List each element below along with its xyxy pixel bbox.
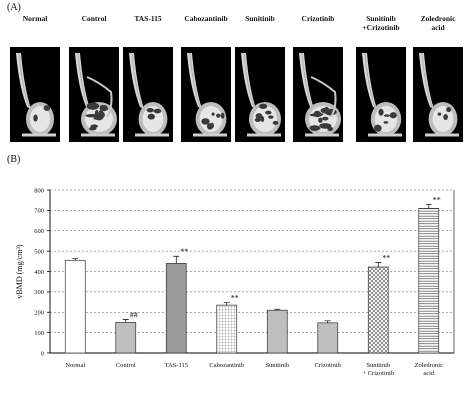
x-tick-label: Cabozantinib	[209, 362, 244, 369]
scan-label-line	[134, 23, 161, 32]
bar-control	[115, 322, 137, 354]
x-tick-label: Zoledronic	[414, 362, 443, 369]
scan-label-line	[23, 23, 48, 32]
x-tick-label: acid	[423, 370, 435, 377]
scan-label-6: Sunitinib +Crizotinib	[362, 14, 399, 32]
scan-label-line	[302, 23, 335, 32]
y-tick-label: 700	[34, 208, 44, 215]
bone-ct-scan-icon	[69, 47, 119, 142]
scan-label-line	[245, 23, 275, 32]
error-bar	[274, 308, 281, 311]
bar-tas-115	[165, 262, 187, 354]
scan-label-line	[184, 23, 227, 32]
bone-ct-scan-icon	[235, 47, 285, 142]
x-tick-label: Control	[116, 362, 136, 369]
bone-ct-scan-icon	[123, 47, 173, 142]
x-tick-label: TAS-115	[165, 362, 188, 369]
bone-ct-scan-icon	[293, 47, 343, 142]
error-bar	[122, 319, 129, 323]
scan-label-line: Sunitinib	[245, 14, 275, 23]
scan-label-2: TAS-115	[134, 14, 161, 32]
error-bar	[375, 262, 382, 268]
bar-zoledronic-acid	[418, 207, 440, 354]
y-tick-label: 800	[34, 187, 44, 194]
y-tick-label: 100	[34, 330, 44, 337]
error-bar	[173, 255, 180, 264]
vbmd-bar-chart: 0 100 200 300 400 500 600 700 800 vBMD (mg/cm³) No…	[15, 187, 455, 377]
scan-label-line	[82, 23, 107, 32]
bar-sunitinib	[266, 309, 288, 354]
y-tick-label: 300	[34, 289, 44, 296]
significance-marker: **	[382, 254, 390, 263]
scan-label-line: acid	[431, 23, 445, 32]
scan-label-line: Normal	[22, 14, 48, 23]
x-tick-label: Normal	[65, 362, 85, 369]
scan-label-line: Control	[81, 14, 107, 23]
x-tick-label: + Crizotinib	[362, 370, 394, 377]
bar-sunitinib-crizotinib	[367, 266, 389, 354]
scan-label-line: Crizotinib	[301, 14, 335, 23]
significance-marker: **	[180, 247, 188, 256]
scan-label-line: Zoledronic	[420, 14, 456, 23]
error-bar	[425, 204, 432, 209]
bone-ct-scan-icon	[356, 47, 406, 142]
bone-ct-scan-icon	[181, 47, 231, 142]
bone-ct-scan-icon	[413, 47, 463, 142]
y-tick-label: 600	[34, 228, 44, 235]
x-tick-label: Sunitinib	[265, 362, 289, 369]
bar-cabozantinib	[216, 304, 238, 354]
y-tick-label: 0	[41, 350, 44, 357]
bone-ct-scan-icon	[10, 47, 60, 142]
scan-label-line: +Crizotinib	[362, 23, 400, 32]
bar-crizotinib	[317, 322, 339, 354]
scan-label-0: Normal	[23, 14, 48, 32]
y-axis-label: vBMD (mg/cm³)	[15, 244, 24, 299]
scan-label-4: Sunitinib	[245, 14, 275, 32]
scan-label-line: Cabozantinib	[184, 14, 228, 23]
x-tick-label: Crizotinib	[315, 362, 341, 369]
y-tick-label: 400	[34, 269, 44, 276]
significance-marker: **	[231, 294, 239, 303]
significance-marker: ##	[130, 310, 138, 319]
scan-label-3: Cabozantinib	[184, 14, 227, 32]
error-bar	[72, 258, 79, 261]
scan-label-line: Sunitinib	[366, 14, 396, 23]
scan-label-7: Zoledronic acid	[421, 14, 456, 32]
y-tick-label: 500	[34, 248, 44, 255]
y-tick-label: 200	[34, 310, 44, 317]
scan-label-5: Crizotinib	[302, 14, 335, 32]
significance-marker: **	[433, 196, 441, 205]
panel-b-label: (B)	[7, 154, 21, 165]
panel-a-label: (A)	[7, 2, 21, 13]
error-bar	[223, 302, 230, 306]
bar-normal	[64, 259, 86, 354]
scan-label-line: TAS-115	[134, 14, 162, 23]
x-tick-label: Sunitinib	[366, 362, 390, 369]
error-bar	[324, 320, 331, 323]
scan-label-1: Control	[82, 14, 107, 32]
